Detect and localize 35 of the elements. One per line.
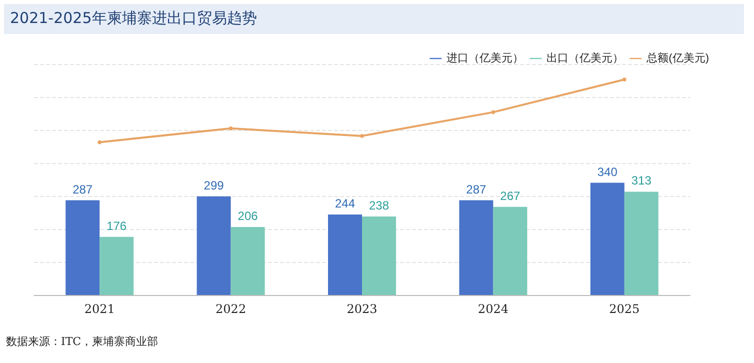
bar — [100, 236, 134, 295]
data-label: 340 — [597, 164, 618, 179]
legend-label: 出口（亿美元） — [546, 52, 624, 64]
chart-title: 2021-2025年柬埔寨进出口贸易趋势 — [10, 9, 257, 28]
x-tick-label: 2021 — [84, 302, 115, 316]
data-label: 299 — [204, 178, 224, 192]
data-label: 238 — [368, 198, 390, 212]
data-label: 267 — [500, 188, 521, 203]
legend-label: 总额(亿美元) — [646, 52, 709, 64]
x-tick-label: 2024 — [478, 302, 509, 316]
data-label: 287 — [72, 182, 93, 196]
point — [491, 110, 496, 114]
x-tick-label: 2025 — [609, 302, 640, 316]
data-label: 206 — [238, 209, 258, 224]
bar — [66, 200, 100, 295]
data-label: 176 — [106, 218, 127, 233]
source-note: 数据来源：ITC，柬埔寨商业部 — [6, 334, 158, 349]
bar — [459, 200, 494, 295]
data-label: 313 — [631, 174, 652, 188]
data-label: 244 — [334, 196, 356, 210]
bar — [328, 214, 362, 295]
bar — [590, 182, 624, 295]
point — [98, 140, 102, 144]
bar — [230, 227, 265, 295]
point — [360, 134, 364, 138]
x-tick-label: 2022 — [216, 302, 246, 316]
bar — [493, 206, 528, 295]
point — [622, 78, 626, 82]
bar — [362, 216, 396, 295]
bar — [624, 192, 658, 295]
legend-label: 进口（亿美元） — [446, 52, 524, 64]
x-tick-label: 2023 — [346, 302, 378, 316]
data-label: 287 — [466, 182, 487, 196]
point — [228, 126, 233, 130]
bar — [196, 196, 231, 295]
